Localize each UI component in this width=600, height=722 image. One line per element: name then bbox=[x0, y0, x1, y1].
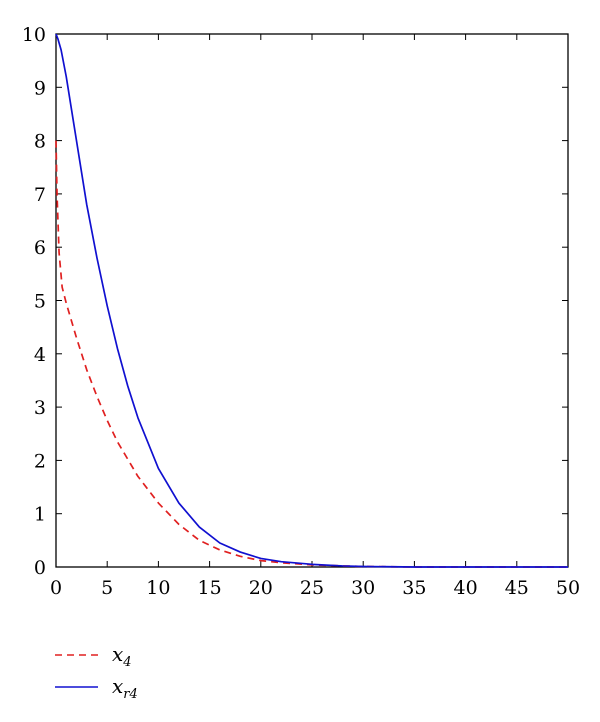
y-tick-label: 10 bbox=[22, 24, 46, 46]
plot-frame bbox=[55, 33, 569, 568]
y-tick-labels: 0 1 2 3 4 5 6 7 8 9 10 bbox=[22, 24, 46, 579]
y-tick-label: 7 bbox=[34, 184, 46, 206]
x-tick-label: 35 bbox=[402, 577, 426, 599]
x-tick-label: 20 bbox=[249, 577, 273, 599]
x-tick-label: 5 bbox=[101, 577, 113, 599]
x-tick-labels: 0 5 10 15 20 25 30 35 40 45 50 bbox=[50, 577, 580, 599]
series-line-x4 bbox=[55, 140, 568, 568]
legend-label-x4: x4 bbox=[112, 642, 132, 670]
y-tick-label: 4 bbox=[34, 344, 46, 366]
axis-ticks bbox=[55, 33, 569, 568]
legend-item-x4: x4 bbox=[50, 640, 250, 670]
x-tick-label: 0 bbox=[50, 577, 62, 599]
y-tick-label: 3 bbox=[34, 397, 46, 419]
legend: x4 xr4 bbox=[50, 640, 250, 710]
x-tick-label: 40 bbox=[454, 577, 478, 599]
y-tick-label: 0 bbox=[34, 557, 46, 579]
y-tick-label: 6 bbox=[34, 237, 46, 259]
y-tick-label: 5 bbox=[34, 291, 46, 313]
x-tick-label: 30 bbox=[351, 577, 375, 599]
x-tick-label: 50 bbox=[556, 577, 580, 599]
series-lines bbox=[55, 33, 568, 568]
y-tick-label: 8 bbox=[34, 131, 46, 153]
x-tick-label: 45 bbox=[505, 577, 529, 599]
x-tick-label: 10 bbox=[146, 577, 170, 599]
y-tick-label: 1 bbox=[34, 504, 46, 526]
legend-label-xr4: xr4 bbox=[112, 674, 138, 702]
y-tick-label: 9 bbox=[34, 77, 46, 99]
y-tick-label: 2 bbox=[34, 450, 46, 472]
series-line-xr4 bbox=[55, 33, 568, 568]
legend-item-xr4: xr4 bbox=[50, 672, 250, 702]
x-tick-label: 15 bbox=[198, 577, 222, 599]
x-tick-label: 25 bbox=[300, 577, 324, 599]
